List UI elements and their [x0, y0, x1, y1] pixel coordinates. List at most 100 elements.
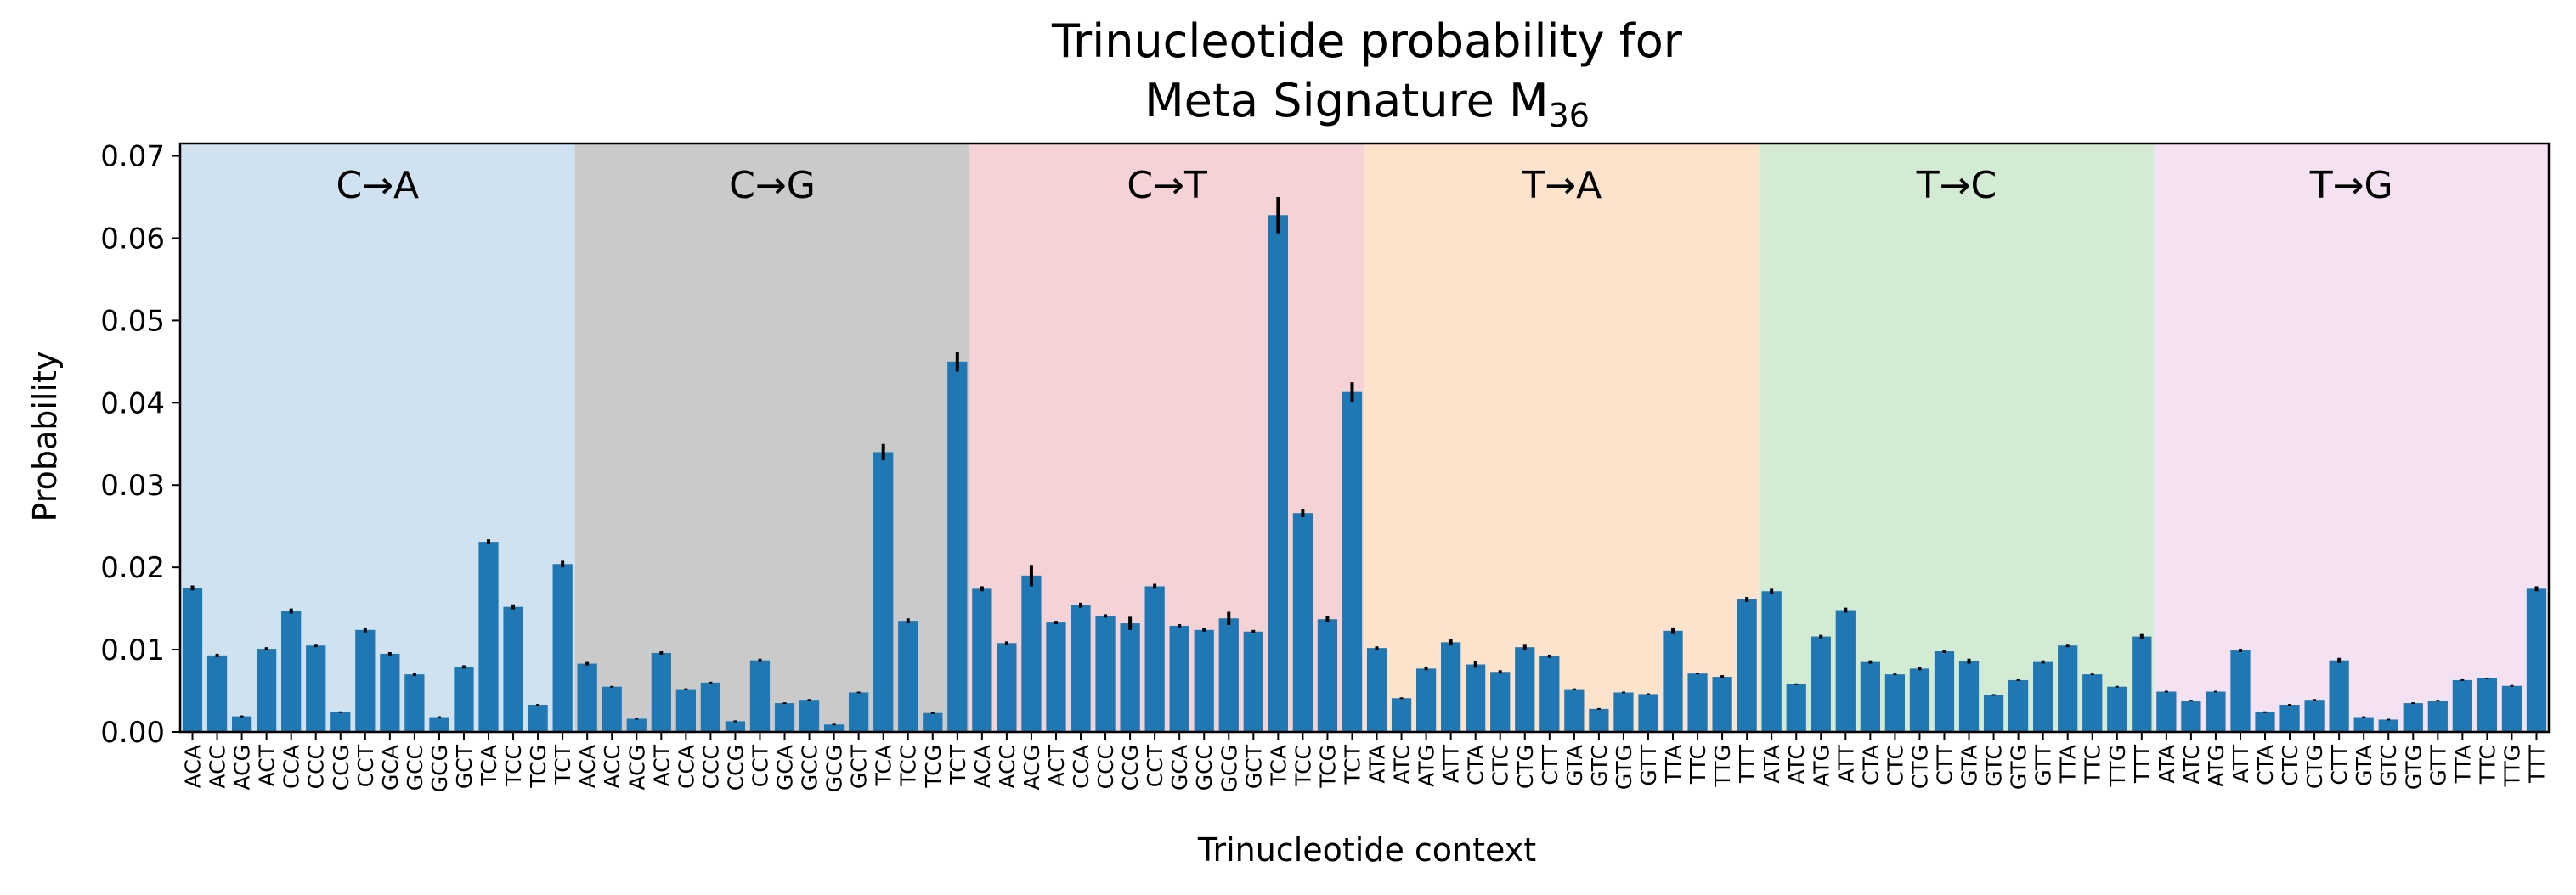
- x-tick-label: ACC: [206, 745, 230, 789]
- bar: [454, 667, 474, 732]
- x-tick-label: ACT: [1044, 744, 1069, 786]
- bar: [1194, 629, 1214, 732]
- x-tick-label: GTT: [2426, 744, 2450, 785]
- bar: [1737, 599, 1757, 732]
- x-tick-label: TTT: [1735, 744, 1760, 784]
- bar: [1317, 619, 1338, 732]
- x-tick-label: CCA: [674, 745, 698, 789]
- plot-frame: [178, 142, 2551, 734]
- y-tick-label: 0.00: [100, 716, 165, 750]
- bar: [1564, 689, 1585, 732]
- x-tick-label: GTA: [2352, 745, 2376, 786]
- bar: [231, 716, 252, 732]
- x-tick-label: GCC: [1192, 745, 1217, 791]
- bar: [182, 588, 203, 732]
- bar: [2107, 686, 2127, 732]
- bar: [2206, 691, 2226, 732]
- x-tick-label: TCA: [477, 745, 501, 786]
- bar: [1366, 648, 1387, 732]
- x-tick-label: ACG: [624, 745, 649, 791]
- group-background: [2154, 144, 2549, 732]
- bar: [1268, 215, 1288, 733]
- group-label: T→A: [1521, 164, 1602, 207]
- bar: [849, 692, 869, 732]
- bar: [2427, 701, 2448, 732]
- bar: [1169, 625, 1189, 732]
- x-tick-label: ATG: [1415, 745, 1439, 787]
- x-tick-label: TCC: [1291, 745, 1315, 787]
- x-tick-label: ACC: [600, 745, 624, 789]
- x-tick-label: ATA: [2155, 745, 2179, 784]
- bar: [552, 564, 573, 732]
- x-tick-label: TTG: [1710, 745, 1735, 787]
- bar: [1415, 668, 1437, 732]
- x-tick-label: GCA: [1167, 745, 1192, 791]
- x-tick-label: ATG: [1809, 745, 1833, 787]
- bar: [2156, 691, 2177, 732]
- x-tick-label: GTT: [2031, 744, 2056, 785]
- y-axis-label: Probability: [26, 352, 64, 522]
- bar: [306, 645, 326, 732]
- bar: [1071, 605, 1091, 732]
- bar: [749, 660, 771, 732]
- bar: [206, 655, 228, 732]
- bar: [1761, 591, 1782, 732]
- bar: [1144, 586, 1165, 732]
- x-tick-label: TTC: [2475, 745, 2500, 785]
- x-tick-label: CCC: [304, 745, 329, 789]
- y-tick-label: 0.01: [100, 633, 165, 667]
- bar: [1589, 708, 1609, 732]
- x-tick-label: CTC: [1489, 745, 1513, 786]
- x-tick-label: TTG: [2500, 745, 2524, 787]
- x-tick-label: TCA: [872, 745, 896, 786]
- x-tick-label: ATC: [1784, 745, 1809, 784]
- x-tick-label: TCG: [1315, 745, 1340, 789]
- bar: [2329, 660, 2349, 732]
- x-tick-label: CCC: [698, 745, 723, 789]
- bar: [2501, 685, 2522, 732]
- y-tick-label: 0.03: [100, 469, 165, 503]
- x-tick-label: CTT: [1538, 744, 1562, 785]
- group-label: T→C: [1916, 164, 1997, 207]
- x-tick-label: GTC: [1587, 745, 1612, 787]
- bar: [355, 629, 376, 732]
- x-tick-label: GCA: [773, 745, 798, 791]
- chart-title-line2: Meta Signature M36: [1144, 74, 1590, 134]
- x-tick-label: ACC: [995, 745, 1020, 789]
- bar: [2378, 719, 2398, 732]
- bar: [257, 649, 277, 732]
- chart-title-line1: Trinucleotide probability for: [1051, 14, 1683, 68]
- x-tick-label: TCC: [501, 745, 526, 787]
- bar: [1441, 642, 1461, 732]
- bar: [1786, 684, 1806, 732]
- x-tick-label: GTG: [2007, 745, 2031, 790]
- bar: [700, 682, 721, 732]
- bar: [2452, 679, 2472, 732]
- bar: [1638, 694, 1658, 732]
- x-tick-label: TTG: [2105, 745, 2130, 787]
- x-tick-label: TTT: [2130, 744, 2155, 784]
- x-tick-label: CCA: [280, 745, 304, 789]
- y-tick-label: 0.07: [100, 140, 165, 174]
- bar: [2058, 645, 2078, 732]
- chart-title-main: Meta Signature M: [1144, 74, 1549, 127]
- bar: [799, 700, 820, 732]
- bar: [281, 611, 302, 732]
- bar: [2230, 650, 2251, 732]
- bar: [1021, 575, 1042, 732]
- x-tick-label: ACG: [1020, 745, 1044, 791]
- x-tick-label: ATG: [2204, 745, 2229, 787]
- bar-layer: [182, 215, 2547, 733]
- group-label: C→T: [1127, 164, 1207, 207]
- bar: [1663, 630, 1683, 732]
- x-tick-label: CTA: [1858, 745, 1883, 785]
- x-tick-label: TCA: [1266, 745, 1291, 786]
- x-tick-label: CTA: [2253, 745, 2278, 785]
- bar: [478, 542, 499, 732]
- x-tick-label: GCT: [847, 744, 872, 789]
- bar: [1712, 677, 1732, 732]
- bar: [404, 674, 425, 732]
- y-tick-label: 0.02: [100, 551, 165, 585]
- bar: [2181, 701, 2201, 732]
- errorbar-layer: [190, 197, 2539, 726]
